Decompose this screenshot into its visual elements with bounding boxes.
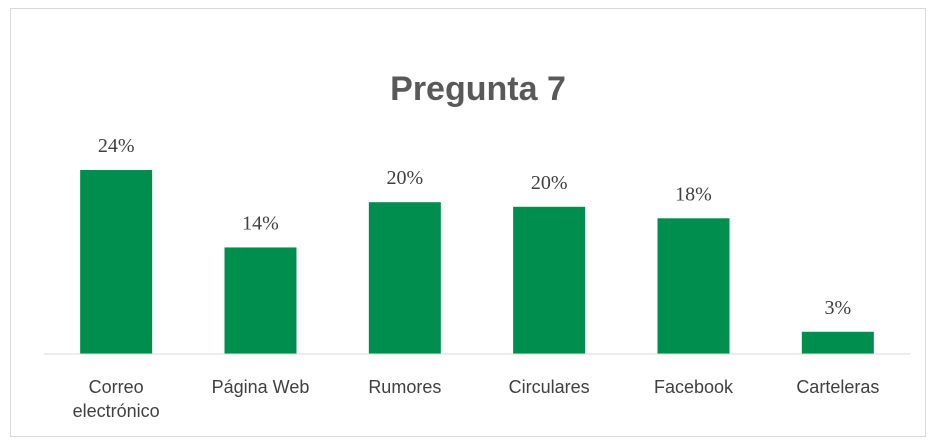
chart-title: Pregunta 7: [390, 70, 566, 108]
bar: [513, 206, 586, 354]
x-tick-label: Carteleras: [796, 377, 880, 397]
data-label: 24%: [98, 135, 135, 157]
bar: [801, 331, 874, 354]
data-label: 3%: [824, 297, 851, 319]
bar: [224, 247, 297, 354]
x-tick-label: Página Web: [211, 377, 310, 397]
x-tick-label: Correo electrónico: [72, 377, 160, 421]
data-label: 18%: [675, 183, 712, 205]
bar: [368, 202, 441, 354]
chart-border: [10, 8, 926, 437]
data-label: 14%: [242, 212, 279, 234]
data-label: 20%: [531, 172, 568, 194]
bar: [657, 218, 730, 354]
x-tick-label: Facebook: [653, 377, 734, 397]
data-label: 20%: [386, 167, 423, 189]
x-tick-label: Circulares: [508, 377, 590, 397]
x-tick-label: Rumores: [368, 377, 442, 397]
bar: [80, 170, 153, 354]
